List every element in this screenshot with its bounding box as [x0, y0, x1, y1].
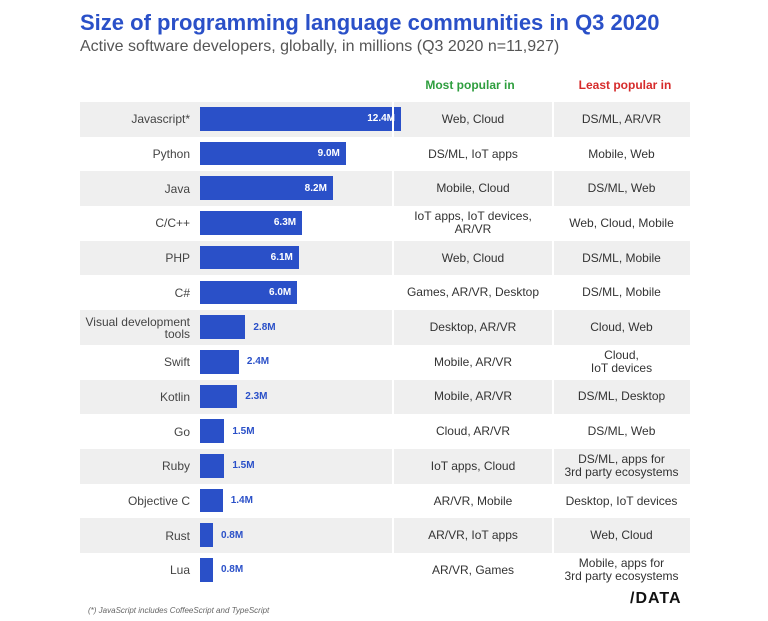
least-popular: Cloud, Web: [590, 320, 653, 335]
bar: [200, 523, 213, 548]
category-label: Java: [164, 181, 190, 196]
least-popular: DS/ML, AR/VR: [581, 111, 662, 126]
bar: [200, 454, 225, 478]
value-label: 0.8M: [220, 564, 244, 576]
bar: [200, 107, 401, 131]
logo: /DATA: [630, 590, 682, 607]
table-row: [80, 518, 690, 554]
most-popular: AR/VR, Games: [431, 562, 515, 577]
table-row: [80, 379, 690, 415]
most-popular: Games, AR/VR, Desktop: [406, 285, 540, 300]
category-label: Rust: [165, 528, 190, 543]
table-row: [80, 310, 690, 345]
category-label: C/C++: [155, 216, 190, 231]
value-label: 1.5M: [232, 460, 255, 472]
least-popular: Cloud, IoT devices: [590, 348, 653, 376]
bar: [200, 315, 246, 339]
value-label: 0.8M: [220, 529, 244, 541]
column-header: Most popular in: [425, 78, 515, 92]
least-popular: Web, Cloud: [590, 528, 653, 543]
most-popular: Web, Cloud: [441, 111, 505, 126]
category-label: Go: [173, 424, 190, 439]
category-label: Lua: [169, 563, 190, 578]
least-popular: Mobile, Web: [588, 146, 655, 161]
column-divider: [552, 102, 554, 588]
most-popular: Mobile, AR/VR: [433, 354, 513, 369]
most-popular: Mobile, Cloud: [436, 181, 510, 196]
least-popular: DS/ML, apps for 3rd party ecosystems: [564, 452, 679, 480]
category-label: PHP: [165, 251, 190, 266]
table-row: [80, 240, 690, 276]
bar: [200, 245, 299, 270]
value-label: 6.3M: [273, 217, 297, 229]
least-popular: DS/ML, Web: [587, 181, 656, 196]
table-row: [80, 171, 690, 207]
most-popular: Web, Cloud: [441, 250, 505, 265]
bar: [200, 488, 223, 513]
value-label: 1.4M: [230, 495, 253, 507]
chart-subtitle: Active software developers, globally, in…: [80, 38, 560, 55]
least-popular: Desktop, IoT devices: [565, 493, 678, 508]
category-label: Ruby: [161, 459, 190, 474]
category-label: Kotlin: [159, 389, 190, 404]
most-popular: IoT apps, Cloud: [430, 458, 516, 473]
value-label: 6.0M: [269, 286, 292, 298]
most-popular: Cloud, AR/VR: [435, 424, 511, 439]
most-popular: Mobile, AR/VR: [433, 389, 513, 404]
column-divider: [392, 102, 394, 588]
value-label: 2.4M: [246, 356, 270, 368]
most-popular: AR/VR, Mobile: [433, 493, 513, 508]
least-popular: DS/ML, Mobile: [582, 250, 661, 265]
bar: [200, 141, 346, 166]
table-row: [80, 449, 690, 484]
least-popular: Web, Cloud, Mobile: [569, 215, 674, 230]
least-popular: DS/ML, Web: [587, 424, 656, 439]
least-popular: DS/ML, Mobile: [582, 285, 661, 300]
value-label: 2.8M: [253, 321, 276, 333]
bar: [200, 349, 239, 374]
value-label: 12.4M: [367, 113, 395, 125]
bar: [200, 558, 213, 582]
most-popular: Desktop, AR/VR: [429, 320, 517, 335]
bar: [200, 211, 303, 235]
value-label: 2.3M: [245, 390, 268, 402]
bar: [200, 280, 298, 305]
value-label: 8.2M: [304, 182, 327, 194]
footnote: (*) JavaScript includes CoffeeScript and…: [88, 606, 270, 615]
category-label: Swift: [163, 355, 190, 370]
most-popular: AR/VR, IoT apps: [428, 528, 518, 543]
value-label: 1.5M: [232, 425, 255, 437]
least-popular: Mobile, apps for 3rd party ecosystems: [564, 556, 679, 584]
category-label: C#: [174, 285, 190, 300]
category-label: Objective C: [127, 494, 190, 509]
value-label: 6.1M: [270, 252, 293, 264]
column-header: Least popular in: [578, 78, 672, 92]
bar: [200, 419, 225, 443]
category-label: Javascript*: [131, 112, 190, 127]
bar: [200, 176, 333, 201]
most-popular: IoT apps, IoT devices, AR/VR: [414, 209, 532, 237]
chart-title: Size of programming language communities…: [80, 10, 660, 35]
value-label: 9.0M: [317, 148, 340, 160]
category-label: Python: [152, 147, 190, 162]
bar: [200, 384, 238, 409]
least-popular: DS/ML, Desktop: [577, 389, 666, 404]
most-popular: DS/ML, IoT apps: [428, 146, 518, 161]
category-label: Visual development tools: [85, 314, 190, 341]
